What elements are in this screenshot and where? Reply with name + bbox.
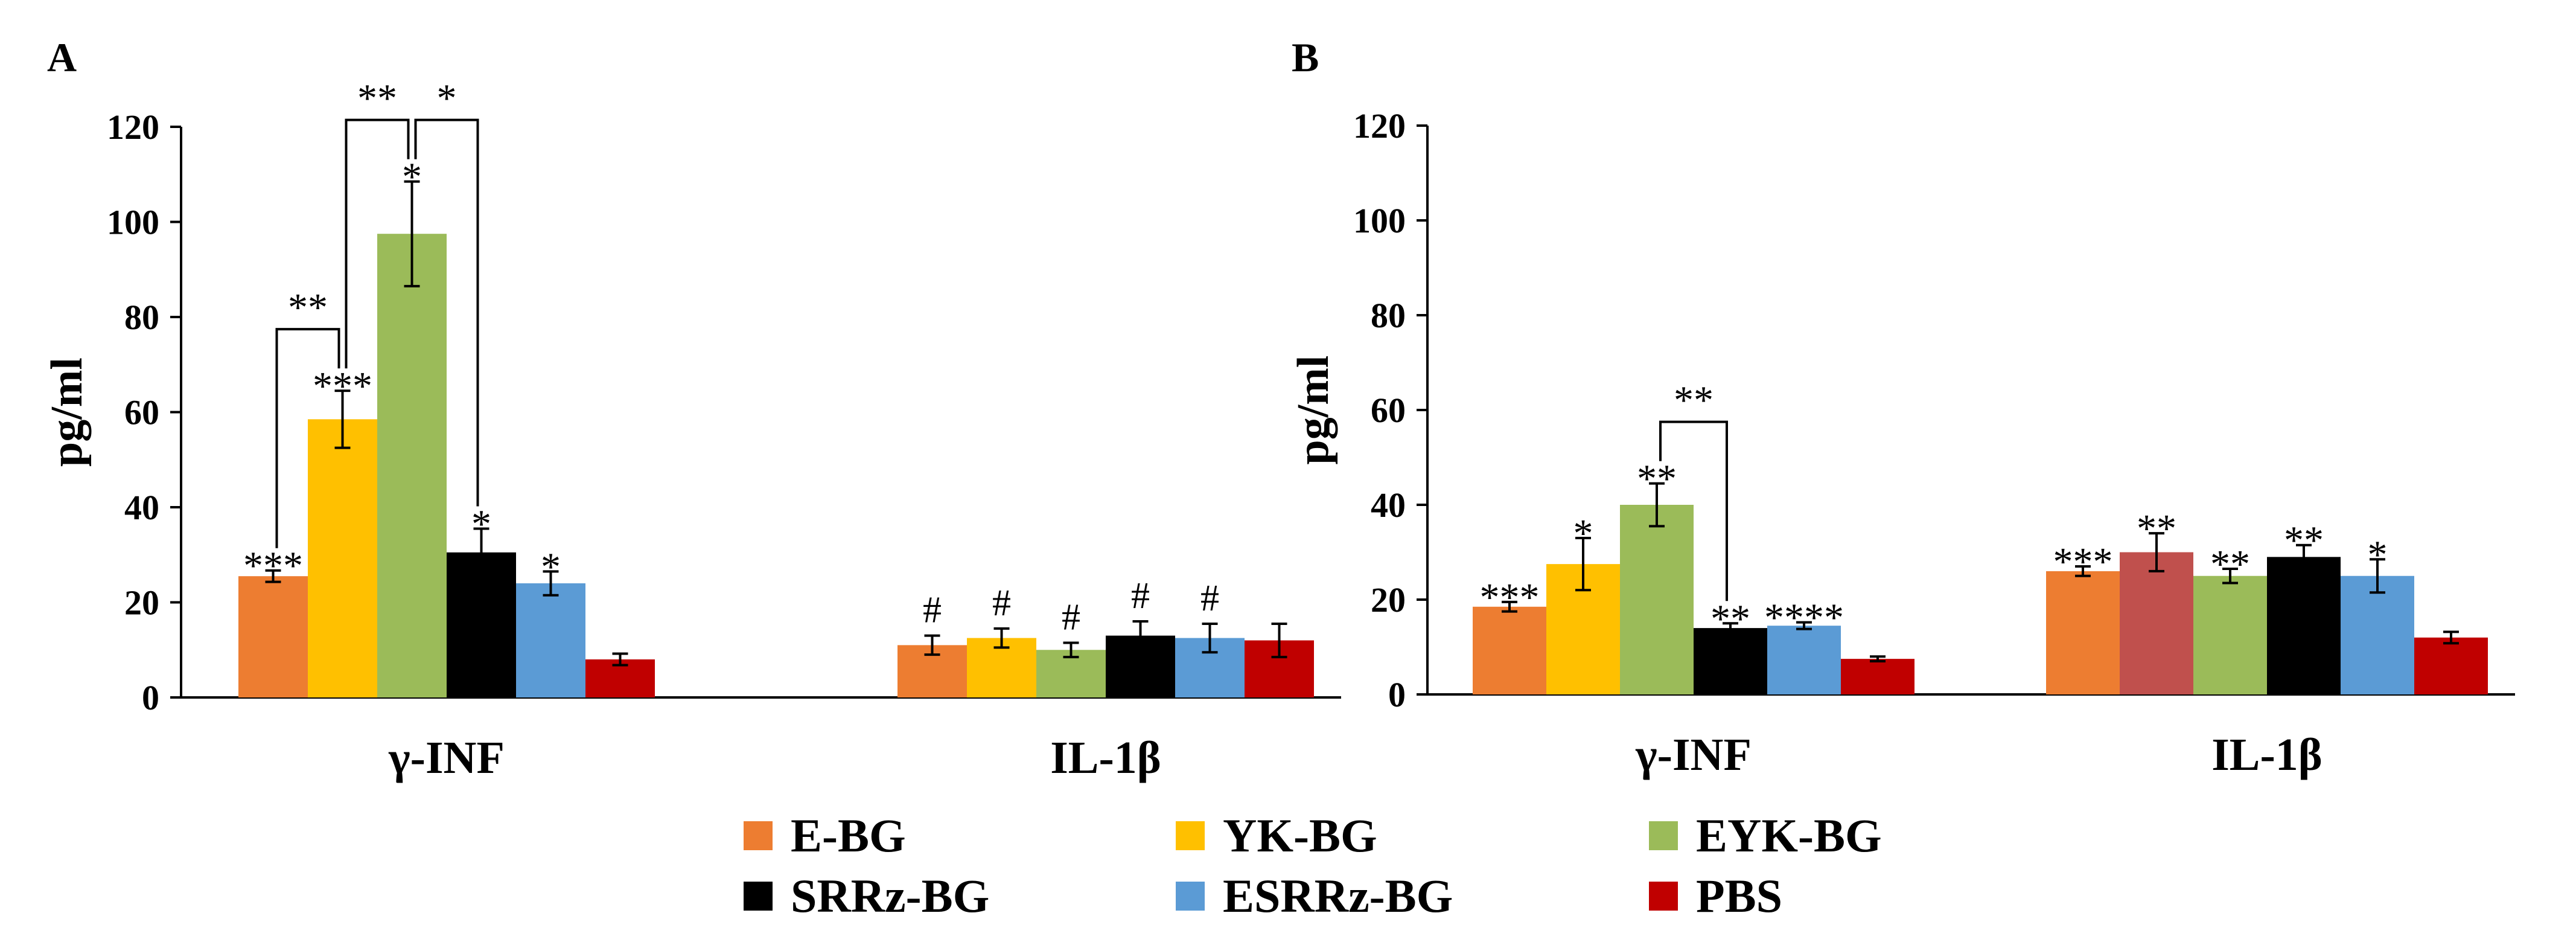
panel-a-bracket-label: ** (288, 286, 328, 330)
panel-b-y-tick-label: 20 (1371, 580, 1406, 620)
panel-b-significance-mark: *** (1480, 575, 1540, 620)
panel-b-significance-mark: ** (2210, 542, 2250, 586)
panel-a-significance-mark: # (992, 583, 1011, 624)
panel-b-significance-mark: *** (2053, 540, 2113, 584)
panel-b-significance-mark: **** (1764, 596, 1844, 640)
panel-b-bar (1767, 626, 1841, 694)
panel-b-y-tick-label: 100 (1353, 201, 1406, 240)
panel-a-significance-mark: * (471, 502, 491, 546)
panel-b-y-tick-label: 40 (1371, 485, 1406, 525)
panel-a-significance-mark: # (923, 590, 942, 631)
panel-a-significance-mark: * (541, 545, 561, 589)
panel-label-b: B (1292, 34, 1319, 80)
panel-b-bar (1473, 606, 1546, 694)
panel-a-significance-mark: # (1131, 575, 1150, 617)
panel-b-y-axis-label: pg/ml (1289, 356, 1338, 465)
panel-a-bar (377, 234, 447, 697)
panel-a-category-label: γ-INF (388, 732, 505, 783)
panel-b-significance-mark: ** (2284, 519, 2324, 563)
panel-b-bar (2046, 571, 2120, 694)
panel-b-bracket-label: ** (1674, 379, 1714, 423)
panel-a-y-tick-label: 40 (124, 488, 159, 527)
panel-b-significance-mark: * (1573, 511, 1593, 556)
panel-a-significance-mark: *** (313, 364, 372, 408)
panel-a-bracket (275, 328, 340, 548)
panel-a-category-label: IL-1β (1050, 732, 1161, 783)
panel-b-bar (2120, 552, 2193, 694)
panel-b-bar (2193, 575, 2267, 694)
panel-b-y-tick-label: 0 (1388, 675, 1406, 714)
panel-a-bar (308, 419, 377, 697)
panel-a-y-tick-label: 20 (124, 583, 159, 623)
panel-a-y-tick-label: 60 (124, 393, 159, 432)
panel-a-y-axis-label: pg/ml (42, 357, 92, 467)
panel-b-y-tick-label: 60 (1371, 391, 1406, 430)
panel-a-significance-mark: # (1200, 578, 1219, 619)
panel-b-bracket (1659, 420, 1728, 601)
panel-b-significance-mark: ** (1710, 597, 1750, 641)
panel-a-bar (516, 583, 585, 697)
panel-a-y-tick-label: 80 (124, 298, 159, 337)
panel-b-bar (1620, 505, 1694, 694)
panel-b-bar (2341, 575, 2414, 694)
panel-b-significance-mark: ** (2137, 507, 2176, 551)
panel-a-significance-mark: # (1062, 597, 1080, 638)
panel-b-bar (1694, 628, 1767, 694)
panel-b-significance-mark: * (2368, 533, 2388, 577)
panel-a-y-tick-label: 120 (107, 107, 159, 147)
panel-b-y-tick-label: 120 (1353, 106, 1406, 146)
panel-a-bracket-label: ** (357, 77, 397, 121)
panel-a-y-tick-label: 100 (107, 203, 159, 242)
panel-b-category-label: γ-INF (1635, 729, 1752, 780)
panel-b-y-tick-label: 80 (1371, 296, 1406, 335)
panel-a-bar (238, 576, 308, 697)
panel-b-bar (1841, 659, 1914, 694)
panel-label-a: A (47, 34, 77, 80)
panel-b-significance-mark: ** (1637, 457, 1677, 501)
panel-a-significance-mark: * (402, 155, 422, 199)
panel-a-bracket-label: * (437, 77, 457, 121)
panel-b-category-label: IL-1β (2211, 729, 2323, 780)
panel-b-bar (2267, 557, 2341, 694)
panel-a-bracket (414, 118, 479, 507)
panel-a-bracket (345, 118, 410, 369)
panel-a-y-tick-label: 0 (142, 678, 159, 717)
panel-a-significance-mark: *** (243, 544, 303, 588)
panel-b-bar (2414, 637, 2488, 694)
